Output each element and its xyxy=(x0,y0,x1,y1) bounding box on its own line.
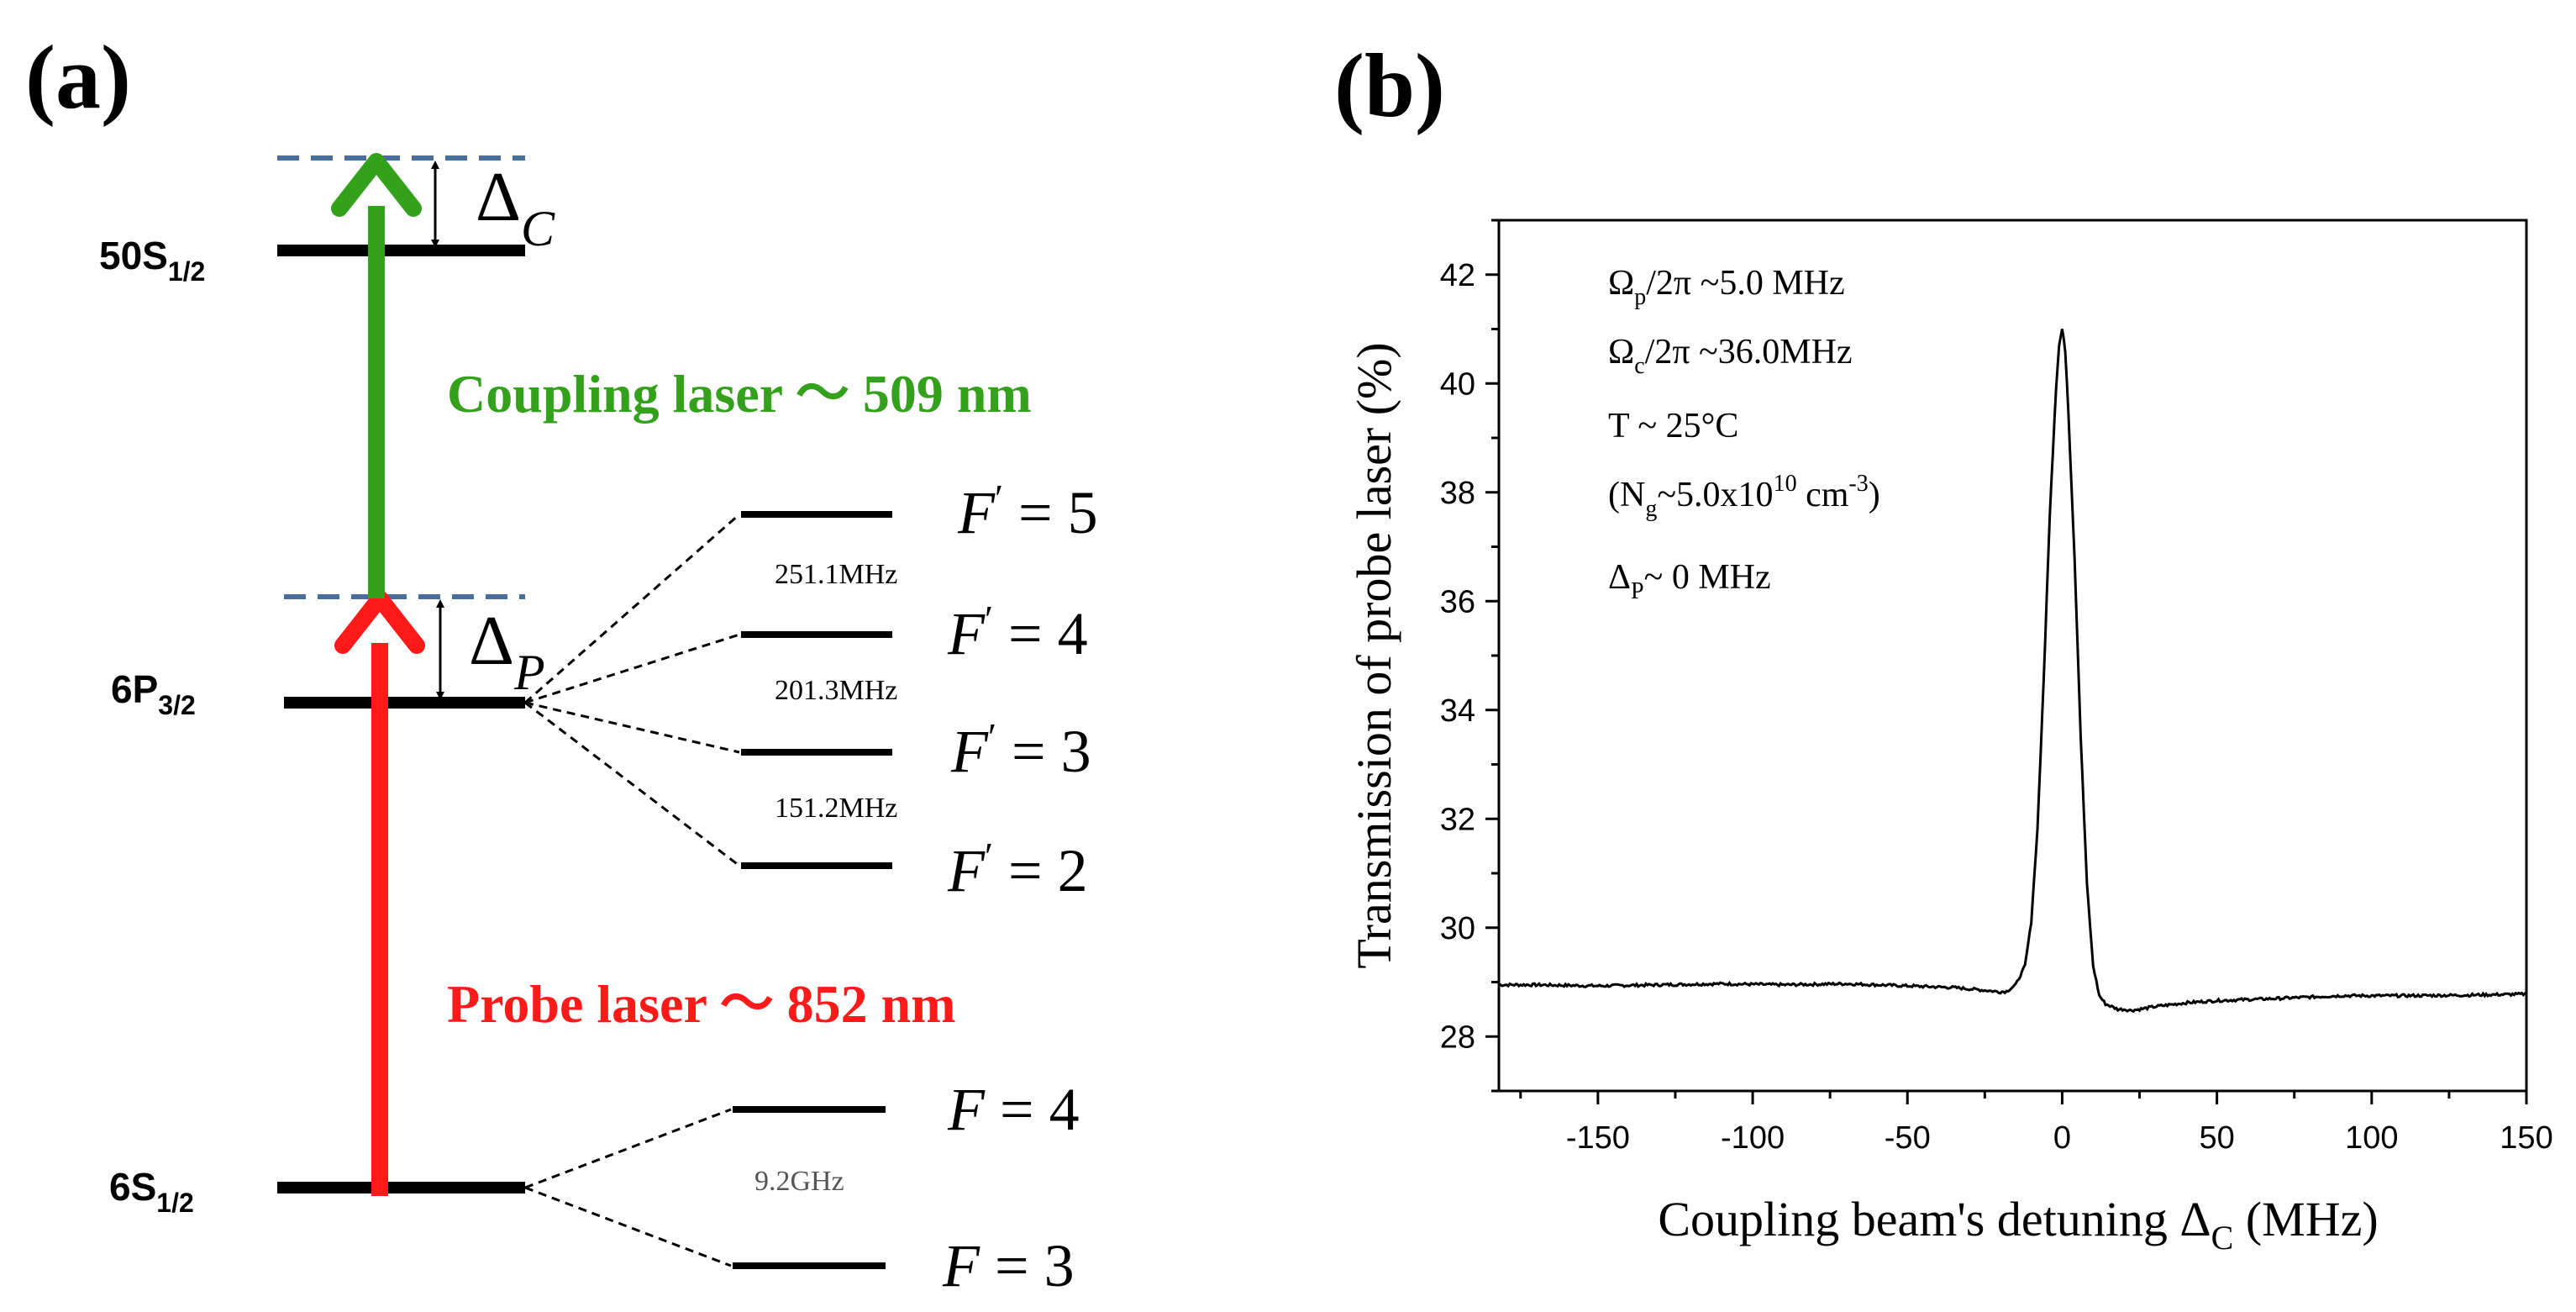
x-tick-label: -50 xyxy=(1885,1120,1931,1156)
splitting-ground: 9.2GHz xyxy=(754,1166,844,1197)
annotation-line: Ωc/2π ~36.0MHz xyxy=(1608,333,1853,379)
state-label-f2: F′ = 2 xyxy=(947,835,1088,904)
x-tick-label: 0 xyxy=(2053,1120,2071,1156)
splitting-f5-f4: 251.1MHz xyxy=(775,559,897,590)
level-label-6p: 6P3/2 xyxy=(111,667,196,720)
y-tick-label: 34 xyxy=(1440,693,1475,729)
probe-laser-label: Probe laser ～ 852 nm xyxy=(447,974,956,1034)
coupling-laser-label: Coupling laser ～ 509 nm xyxy=(447,364,1032,424)
annotation-line: T ~ 25°C xyxy=(1608,407,1738,445)
y-tick-label: 38 xyxy=(1440,476,1475,511)
y-tick-label: 32 xyxy=(1440,802,1475,837)
annotation-block: Ωp/2π ~5.0 MHz Ωc/2π ~36.0MHz T ~ 25°C (Ng~… xyxy=(1608,264,1880,604)
x-tick-label: -150 xyxy=(1566,1120,1630,1156)
annotation-line: (Ng~5.0x1010 cm-3) xyxy=(1608,471,1880,522)
excited-fan-lines xyxy=(524,513,740,867)
panel-b-label: (b) xyxy=(1334,36,1445,136)
state-label-f3-ground: F = 3 xyxy=(942,1232,1075,1299)
delta-c-label: ΔC xyxy=(476,158,555,256)
transmission-trace xyxy=(1498,329,2527,1014)
state-label-f5: F′ = 5 xyxy=(957,477,1098,546)
splitting-f3-f2: 151.2MHz xyxy=(775,793,897,824)
level-label-6s: 6S1/2 xyxy=(109,1165,194,1218)
delta-p-label: ΔP xyxy=(469,602,545,700)
y-tick-label: 42 xyxy=(1440,258,1475,293)
y-tick-label: 40 xyxy=(1440,366,1475,402)
y-tick-label: 28 xyxy=(1440,1020,1475,1055)
panel-a: (a) 50S1/2 6P3/2 6S1/2 ΔC ΔP Coupling la… xyxy=(25,28,1098,1299)
x-tick-label: 100 xyxy=(2345,1120,2398,1156)
state-label-f3: F′ = 3 xyxy=(950,715,1091,785)
probe-arrow-head xyxy=(334,590,425,654)
panel-a-label: (a) xyxy=(25,28,131,128)
x-tick-label: 50 xyxy=(2199,1120,2234,1156)
y-axis-label: Transmission of probe laser (%) xyxy=(1347,342,1401,968)
annotation-line: ΔP~ 0 MHz xyxy=(1608,558,1771,604)
y-axis: 28 30 32 34 36 38 40 42 xyxy=(1440,219,1499,1093)
panel-b: (b) 28 30 32 34 36 38 40 42 -150 -100 -50 0 50 100 15… xyxy=(1334,36,2553,1257)
splitting-f4-f3: 201.3MHz xyxy=(775,675,897,706)
x-axis-label: Coupling beam's detuning ΔC (MHz) xyxy=(1658,1192,2378,1257)
x-axis: -150 -100 -50 0 50 100 150 xyxy=(1519,1091,2553,1156)
state-label-f4-ground: F = 4 xyxy=(947,1076,1080,1143)
ground-fan-lines xyxy=(524,1108,732,1267)
state-label-f4: F′ = 4 xyxy=(947,598,1088,667)
x-tick-label: -100 xyxy=(1721,1120,1785,1156)
y-tick-label: 36 xyxy=(1440,584,1475,619)
y-tick-label: 30 xyxy=(1440,911,1475,946)
x-tick-label: 150 xyxy=(2500,1120,2552,1156)
level-label-50s: 50S1/2 xyxy=(99,234,205,287)
annotation-line: Ωp/2π ~5.0 MHz xyxy=(1608,264,1845,310)
coupling-arrow-head xyxy=(331,153,422,217)
